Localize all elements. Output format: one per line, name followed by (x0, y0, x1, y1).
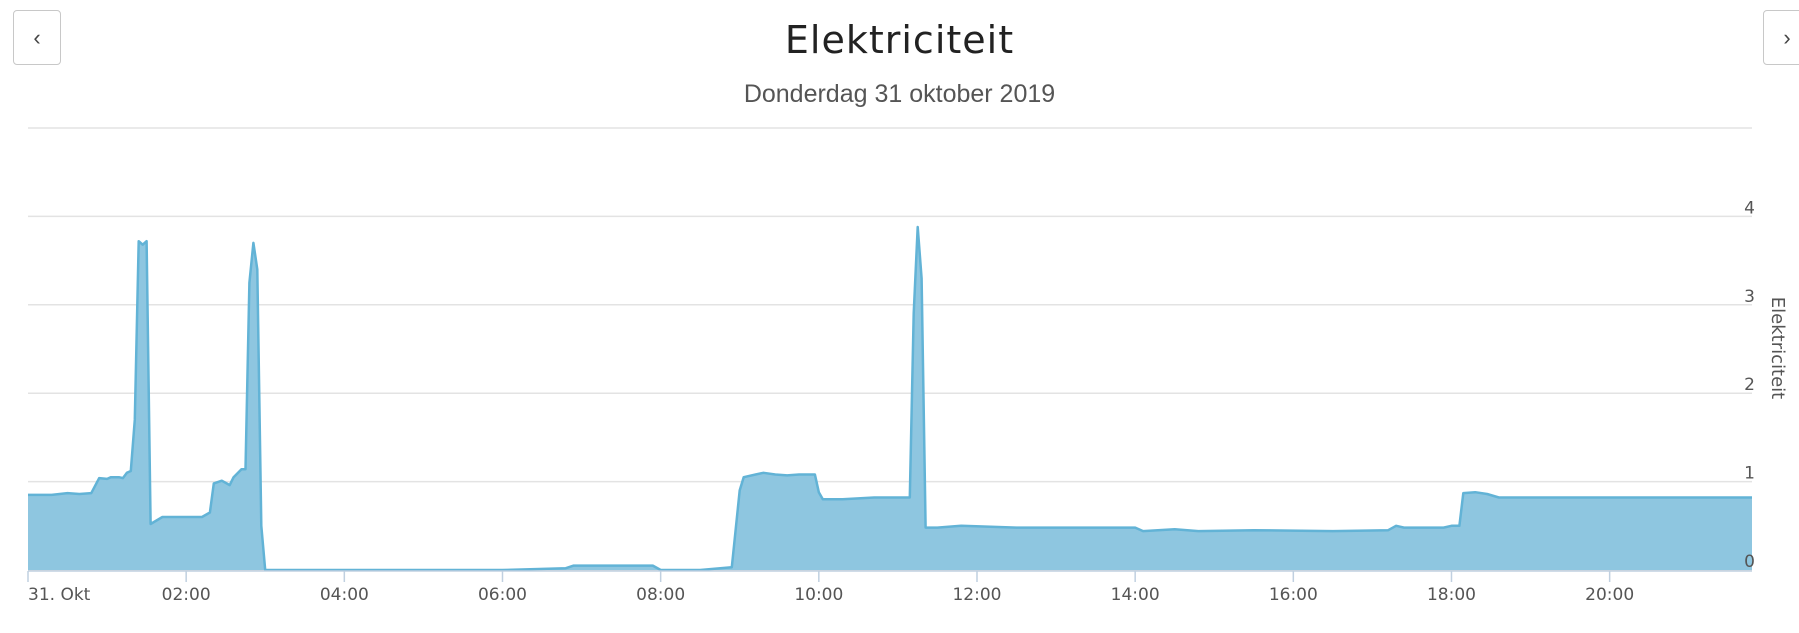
x-tick-label: 12:00 (952, 585, 1001, 605)
x-tick-label: 08:00 (636, 585, 685, 605)
x-tick-label: 10:00 (794, 585, 843, 605)
area-layer (28, 225, 1752, 572)
next-day-button[interactable]: › (1763, 10, 1799, 65)
y-tick-label: 4 (1744, 198, 1755, 218)
y-tick-label: 0 (1744, 552, 1755, 572)
x-tick-label: 20:00 (1585, 585, 1634, 605)
x-tick-label: 18:00 (1427, 585, 1476, 605)
previous-day-button[interactable]: ‹ (13, 10, 61, 65)
y-tick-label: 2 (1744, 375, 1755, 395)
chevron-left-icon: ‹ (33, 24, 41, 50)
series-area (28, 227, 1752, 570)
y-tick-label: 1 (1744, 464, 1755, 484)
chart-title: Elektriciteit (784, 18, 1015, 62)
x-tick-label: 31. Okt (28, 585, 91, 605)
chevron-right-icon: › (1783, 24, 1791, 50)
axis-layer: 0 1 2 3 4 31. Okt 02:00 04:00 06:00 08:00 10:00 12:… (27, 198, 1755, 605)
x-tick-label: 04:00 (320, 585, 369, 605)
chart-subtitle: Donderdag 31 oktober 2019 (743, 80, 1056, 108)
series-line (28, 225, 1752, 572)
y-axis-title: Elektriciteit (1767, 297, 1788, 399)
x-tick-label: 02:00 (162, 585, 211, 605)
x-tick-label: 16:00 (1269, 585, 1318, 605)
x-tick-label: 06:00 (478, 585, 527, 605)
y-tick-label: 3 (1744, 287, 1755, 307)
x-tick-label: 14:00 (1111, 585, 1160, 605)
